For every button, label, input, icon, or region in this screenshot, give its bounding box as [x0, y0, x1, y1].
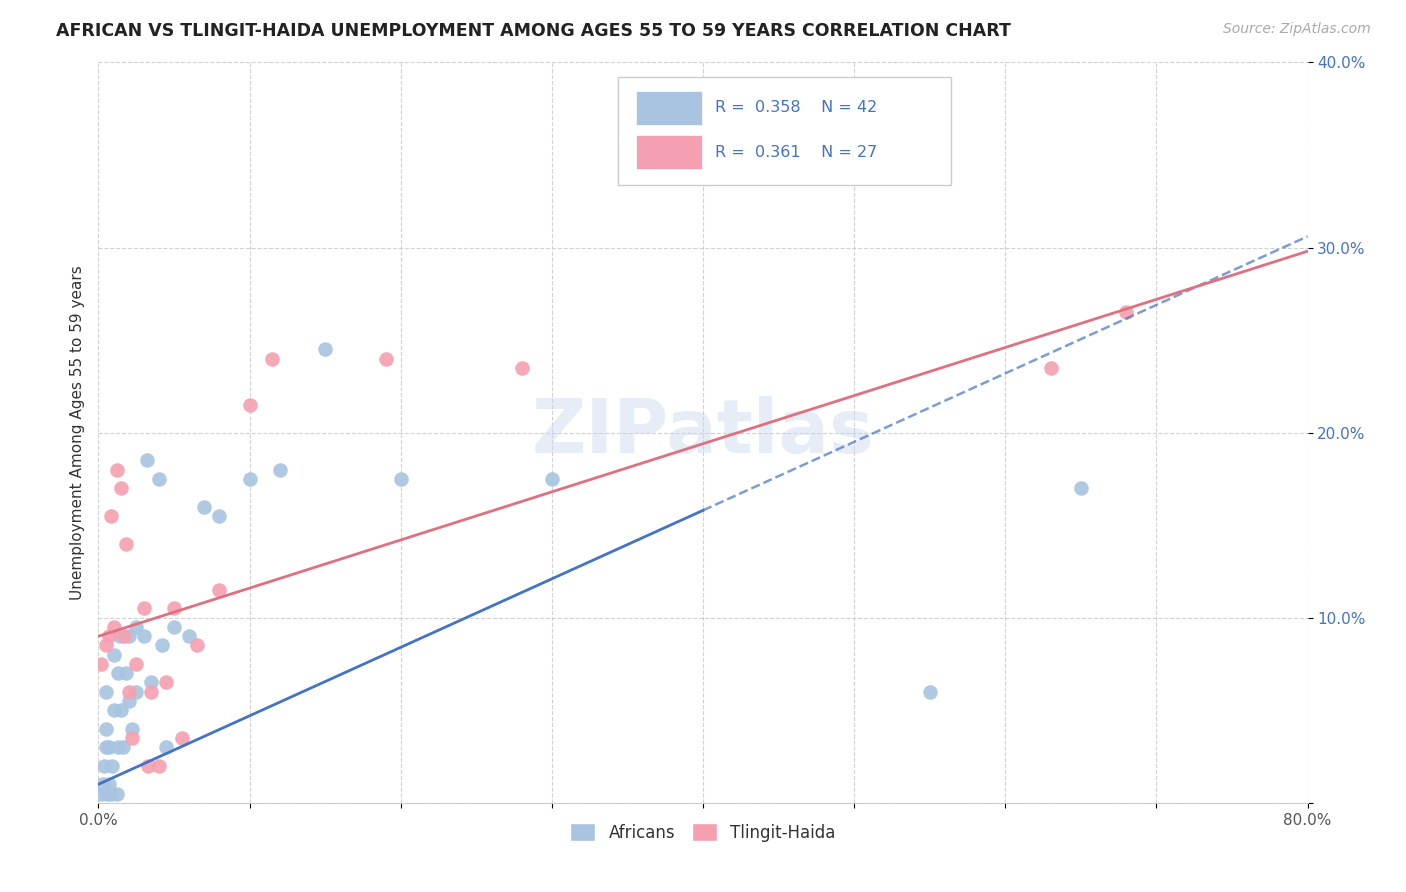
Point — [208, 508, 231, 523]
Text: R =  0.361    N = 27: R = 0.361 N = 27 — [716, 145, 877, 160]
Point — [110, 481, 132, 495]
Point — [918, 685, 941, 699]
Point — [121, 722, 143, 736]
Point — [125, 657, 148, 671]
Point — [94, 740, 117, 755]
Point — [314, 343, 336, 357]
Point — [101, 758, 124, 772]
Point — [148, 472, 170, 486]
Point — [112, 629, 135, 643]
Text: AFRICAN VS TLINGIT-HAIDA UNEMPLOYMENT AMONG AGES 55 TO 59 YEARS CORRELATION CHAR: AFRICAN VS TLINGIT-HAIDA UNEMPLOYMENT AM… — [56, 22, 1011, 40]
Point — [125, 685, 148, 699]
Point — [94, 685, 117, 699]
Y-axis label: Unemployment Among Ages 55 to 59 years: Unemployment Among Ages 55 to 59 years — [69, 265, 84, 600]
Point — [96, 787, 118, 801]
Point — [94, 639, 117, 653]
Point — [186, 639, 208, 653]
Point — [105, 462, 128, 476]
Point — [374, 351, 396, 366]
Point — [150, 639, 173, 653]
Point — [114, 666, 136, 681]
Point — [107, 740, 129, 755]
Point — [179, 629, 201, 643]
Point — [208, 582, 231, 597]
Point — [148, 758, 170, 772]
Point — [103, 648, 125, 662]
Text: R =  0.358    N = 42: R = 0.358 N = 42 — [716, 100, 877, 115]
FancyBboxPatch shape — [619, 78, 950, 185]
Point — [118, 629, 141, 643]
Point — [141, 675, 163, 690]
Point — [155, 675, 177, 690]
Point — [170, 731, 193, 745]
Point — [239, 472, 262, 486]
Point — [135, 453, 157, 467]
Text: ZIPatlas: ZIPatlas — [531, 396, 875, 469]
Point — [108, 629, 131, 643]
FancyBboxPatch shape — [637, 91, 702, 125]
Point — [98, 629, 121, 643]
Point — [100, 508, 122, 523]
FancyBboxPatch shape — [637, 135, 702, 169]
Point — [114, 536, 136, 550]
Point — [141, 685, 163, 699]
Point — [155, 740, 177, 755]
Point — [98, 740, 121, 755]
Point — [91, 777, 114, 791]
Point — [98, 777, 121, 791]
Point — [510, 360, 533, 375]
Point — [163, 620, 186, 634]
Point — [132, 601, 155, 615]
Point — [105, 787, 128, 801]
Point — [136, 758, 159, 772]
Point — [125, 620, 148, 634]
Point — [269, 462, 291, 476]
Point — [103, 620, 125, 634]
Point — [103, 703, 125, 717]
Point — [132, 629, 155, 643]
Point — [107, 666, 129, 681]
Point — [163, 601, 186, 615]
Point — [1070, 481, 1092, 495]
Point — [239, 398, 262, 412]
Point — [389, 472, 412, 486]
Point — [540, 472, 562, 486]
Point — [100, 787, 122, 801]
Text: Source: ZipAtlas.com: Source: ZipAtlas.com — [1223, 22, 1371, 37]
Point — [121, 731, 143, 745]
Point — [118, 694, 141, 708]
Point — [262, 351, 284, 366]
Point — [1039, 360, 1062, 375]
Point — [118, 685, 141, 699]
Point — [111, 740, 134, 755]
Point — [193, 500, 215, 514]
Point — [90, 657, 112, 671]
Point — [94, 722, 117, 736]
Point — [93, 758, 115, 772]
Legend: Africans, Tlingit-Haida: Africans, Tlingit-Haida — [562, 815, 844, 850]
Point — [90, 787, 112, 801]
Point — [1115, 305, 1137, 319]
Point — [110, 703, 132, 717]
